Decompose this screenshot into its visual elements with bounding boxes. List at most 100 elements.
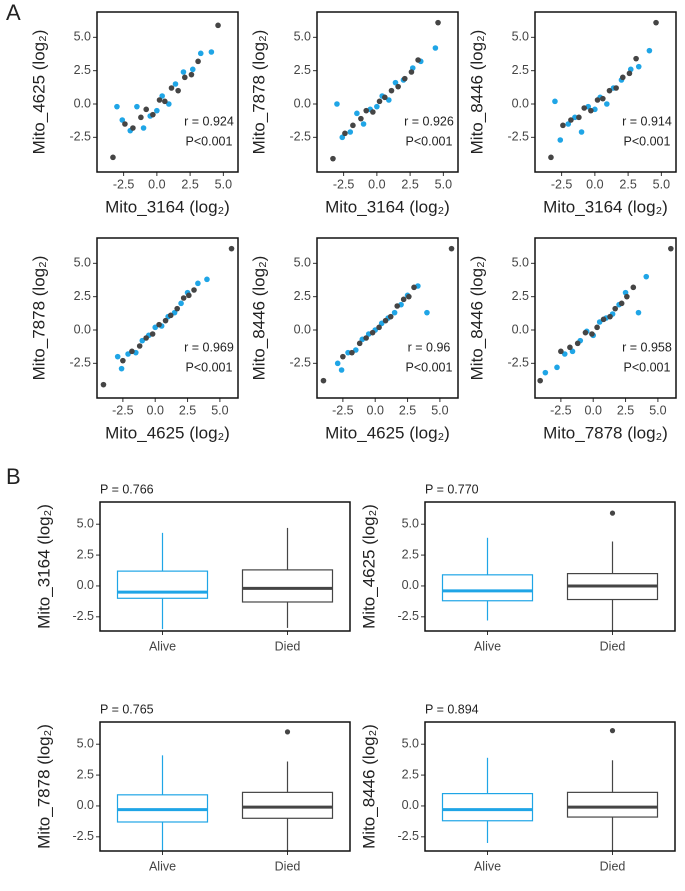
x-tick-label: Died xyxy=(600,639,626,653)
point xyxy=(653,19,659,26)
x-tick-label: 0.0 xyxy=(367,403,384,417)
annotation: P<0.001 xyxy=(186,360,233,374)
point xyxy=(435,19,441,26)
point xyxy=(569,348,576,355)
annotation: P<0.001 xyxy=(186,134,233,148)
y-tick-label: 0.0 xyxy=(74,96,91,110)
y-tick-label: 0.0 xyxy=(512,96,529,110)
point xyxy=(228,245,235,252)
point xyxy=(339,134,346,141)
point xyxy=(195,58,201,65)
point xyxy=(388,87,395,94)
point xyxy=(345,349,351,356)
annotation: P<0.001 xyxy=(624,134,671,148)
point xyxy=(340,353,346,360)
x-tick-label: -2.5 xyxy=(333,177,355,191)
point xyxy=(565,121,572,127)
point xyxy=(600,316,607,323)
point xyxy=(607,313,613,320)
point xyxy=(172,81,179,87)
point xyxy=(630,284,637,291)
point xyxy=(582,329,589,336)
point xyxy=(588,107,594,114)
panel-label: A xyxy=(6,0,21,25)
annotation: r = 0.969 xyxy=(184,340,234,354)
y-tick-label: 5.0 xyxy=(74,30,91,44)
x-tick-label: 0.0 xyxy=(148,177,165,191)
plot-frame xyxy=(534,237,677,399)
x-tick-label: Died xyxy=(600,859,626,873)
point xyxy=(154,107,160,114)
plot-frame xyxy=(316,237,459,399)
point xyxy=(191,287,197,293)
y-axis-label: Mito_3164 (log₂) xyxy=(34,504,53,629)
point xyxy=(197,50,204,57)
point xyxy=(350,122,356,129)
point xyxy=(548,154,554,161)
x-tick-label: 2.5 xyxy=(181,177,198,191)
point xyxy=(635,63,642,70)
x-axis-label: Mito_3164 (log₂) xyxy=(325,197,450,216)
y-tick-label: 5.0 xyxy=(77,517,94,531)
y-tick-label: 2.5 xyxy=(77,767,94,781)
y-tick-label: 2.5 xyxy=(402,767,419,781)
point xyxy=(424,309,430,316)
point xyxy=(167,312,174,319)
y-axis-label: Mito_7878 (log₂) xyxy=(29,256,48,381)
x-tick-label: Died xyxy=(275,639,301,653)
y-tick-label: -2.5 xyxy=(397,609,419,623)
point xyxy=(118,365,125,372)
point xyxy=(334,360,341,367)
y-axis-label: Mito_7878 (log₂) xyxy=(34,724,53,849)
point xyxy=(392,79,399,86)
x-tick-label: 2.5 xyxy=(399,403,416,417)
point xyxy=(188,71,195,78)
annotation: r = 0.96 xyxy=(408,340,451,354)
point xyxy=(181,74,188,81)
y-tick-label: 5.0 xyxy=(77,737,94,751)
point xyxy=(114,353,121,360)
x-axis-label: Mito_4625 (log₂) xyxy=(105,423,230,442)
point xyxy=(114,103,120,110)
x-tick-label: Alive xyxy=(149,639,176,653)
point xyxy=(382,317,389,324)
point xyxy=(156,97,163,103)
y-tick-label: 0.0 xyxy=(512,322,529,336)
point xyxy=(618,300,625,307)
point xyxy=(162,317,169,324)
plot-frame xyxy=(534,11,677,173)
point xyxy=(626,70,633,77)
y-axis-label: Mito_8446 (log₂) xyxy=(467,256,486,381)
y-tick-label: -2.5 xyxy=(289,356,311,370)
chart-title: P = 0.766 xyxy=(100,482,154,496)
point xyxy=(354,110,360,117)
point xyxy=(411,284,417,291)
outlier xyxy=(609,728,616,734)
y-tick-label: 0.0 xyxy=(402,578,419,592)
x-tick-label: 0.0 xyxy=(147,403,164,417)
annotation: r = 0.958 xyxy=(622,340,672,354)
y-axis-label: Mito_4625 (log₂) xyxy=(29,30,48,155)
point xyxy=(363,107,370,114)
y-tick-label: 5.0 xyxy=(512,256,529,270)
x-tick-label: -2.5 xyxy=(551,177,573,191)
y-tick-label: 2.5 xyxy=(402,547,419,561)
point xyxy=(400,296,407,303)
point xyxy=(119,117,126,123)
chart-title: P = 0.765 xyxy=(100,702,154,716)
box xyxy=(441,792,534,822)
point xyxy=(558,348,564,355)
y-tick-label: 5.0 xyxy=(402,517,419,531)
x-axis-label: Mito_3164 (log₂) xyxy=(105,197,230,216)
point xyxy=(156,321,162,328)
chart-title: P = 0.770 xyxy=(425,482,479,496)
y-axis-label: Mito_8446 (log₂) xyxy=(249,256,268,381)
y-tick-label: 2.5 xyxy=(74,289,91,303)
point xyxy=(568,117,574,123)
point xyxy=(130,125,136,131)
point xyxy=(432,45,439,51)
point xyxy=(554,364,560,371)
point xyxy=(376,324,382,331)
y-tick-label: 0.0 xyxy=(77,578,94,592)
